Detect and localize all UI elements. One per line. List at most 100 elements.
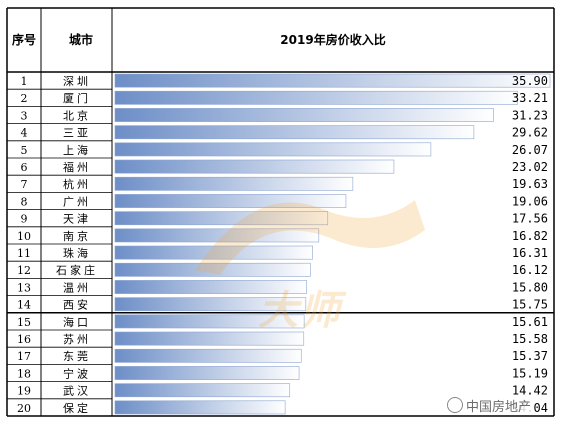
row-rank: 9 (21, 213, 28, 226)
bar (114, 159, 395, 174)
row-rank: 13 (17, 281, 31, 294)
bar-value-label: 19.63 (512, 177, 548, 191)
bar-value-label: 15.37 (512, 349, 548, 363)
table-row: 8 广州 19.06 (21, 194, 548, 208)
bar (114, 108, 494, 122)
row-rank: 8 (21, 195, 28, 208)
bar-value-label: 15.58 (512, 332, 548, 346)
bar (114, 314, 305, 329)
table-row: 12 石家庄 16.12 (17, 262, 548, 277)
row-city: 广州 (63, 195, 91, 208)
bar (114, 297, 307, 312)
row-city: 三亚 (63, 127, 91, 140)
row-city: 厦门 (63, 91, 91, 105)
row-city: 杭州 (63, 177, 91, 191)
table-row: 16 苏州 15.58 (17, 331, 548, 346)
bar-value-label: 16.82 (512, 229, 548, 243)
bar (114, 280, 307, 294)
bar (114, 211, 329, 226)
table-row: 14 西安 15.75 (17, 297, 548, 312)
bar (114, 90, 518, 105)
bar (114, 331, 305, 346)
bar (114, 125, 475, 140)
table-row: 10 南京 16.82 (17, 228, 548, 243)
table-row: 11 珠海 16.31 (17, 245, 548, 260)
bar-value-label: 17.56 (512, 212, 548, 226)
table-row: 5 上海 26.07 (21, 142, 548, 157)
table-row: 13 温州 15.80 (17, 280, 548, 294)
row-city: 珠海 (63, 246, 91, 260)
row-rank: 19 (17, 385, 31, 398)
row-city: 天津 (63, 213, 91, 226)
row-rank: 1 (21, 75, 28, 88)
table-row: 9 天津 17.56 (21, 211, 548, 226)
table-row: 3 北京 31.23 (21, 108, 548, 122)
row-city: 温州 (63, 281, 91, 294)
row-city: 武汉 (63, 385, 91, 398)
bar-value-label: 26.07 (512, 143, 548, 157)
bar-value-label: 19.06 (512, 194, 548, 208)
bar (114, 73, 551, 88)
table-grid (6, 7, 555, 417)
row-rank: 14 (17, 299, 31, 312)
header-index: 序号 (12, 32, 36, 47)
bar-value-label: 15.19 (512, 366, 548, 380)
chart-title: 2019年房价收入比 (280, 32, 385, 47)
bar-value-label: 35.90 (512, 74, 548, 88)
table-row: 6 福州 23.02 (21, 159, 548, 174)
table-row: 20保定14.04 (17, 400, 548, 415)
table-row: 4 三亚 29.62 (21, 125, 548, 140)
row-rank: 20 (17, 402, 31, 415)
bar-value-label: 15.80 (512, 280, 548, 294)
bar-value-label: 14.42 (512, 384, 548, 398)
bar (114, 176, 354, 191)
row-rank: 10 (17, 230, 31, 243)
table-row: 1 深圳 35.90 (21, 73, 551, 88)
bar (114, 366, 300, 380)
wechat-source-name: 中国房地产 (466, 400, 532, 415)
row-city: 西安 (63, 298, 91, 312)
row-city: 苏州 (63, 333, 91, 346)
bar (114, 400, 286, 415)
row-city: 上海 (63, 143, 91, 157)
header-city: 城市 (69, 32, 93, 47)
row-rank: 5 (21, 144, 28, 157)
row-rank: 3 (21, 109, 28, 122)
bar-value-label: 23.02 (512, 160, 548, 174)
row-city: 石家庄 (56, 263, 98, 277)
wechat-icon (447, 397, 463, 413)
table-row: 19 武汉 14.42 (17, 383, 548, 398)
bar (114, 348, 302, 363)
bar-value-label: 15.61 (512, 315, 548, 329)
row-city: 保定 (63, 401, 91, 415)
row-city: 南京 (63, 229, 91, 243)
bar (114, 245, 313, 260)
bar (114, 262, 311, 277)
row-rank: 17 (17, 350, 31, 363)
row-city: 宁波 (63, 366, 91, 380)
bar (114, 142, 432, 157)
table-rows: 1 深圳 35.90 2 厦门 33.21 3 北京 31.23 4 三亚 29.62 5 上海 26.07… (17, 73, 551, 415)
row-rank: 12 (17, 264, 31, 277)
bar (114, 383, 291, 398)
bar-value-label: 33.21 (512, 91, 548, 105)
row-rank: 6 (21, 161, 28, 174)
table-row: 7 杭州 19.63 (21, 176, 548, 191)
bar-value-label: 15.75 (512, 298, 548, 312)
bar (114, 194, 347, 208)
bar-value-label: 16.31 (512, 246, 548, 260)
bar-value-label: 29.62 (512, 126, 548, 140)
row-city: 海口 (63, 315, 91, 329)
table-row: 2 厦门 33.21 (21, 90, 548, 105)
row-city: 深圳 (63, 75, 91, 88)
bar (114, 228, 320, 243)
bar-value-label: 16.12 (512, 263, 548, 277)
row-rank: 4 (21, 127, 28, 140)
row-city: 福州 (63, 160, 91, 174)
bar-value-label: 31.23 (512, 108, 548, 122)
wechat-source-badge: 中国房地产 (444, 396, 535, 415)
table-row: 18 宁波 15.19 (17, 366, 548, 380)
table-row: 17 东莞 15.37 (17, 348, 548, 363)
row-city: 北京 (63, 108, 91, 122)
